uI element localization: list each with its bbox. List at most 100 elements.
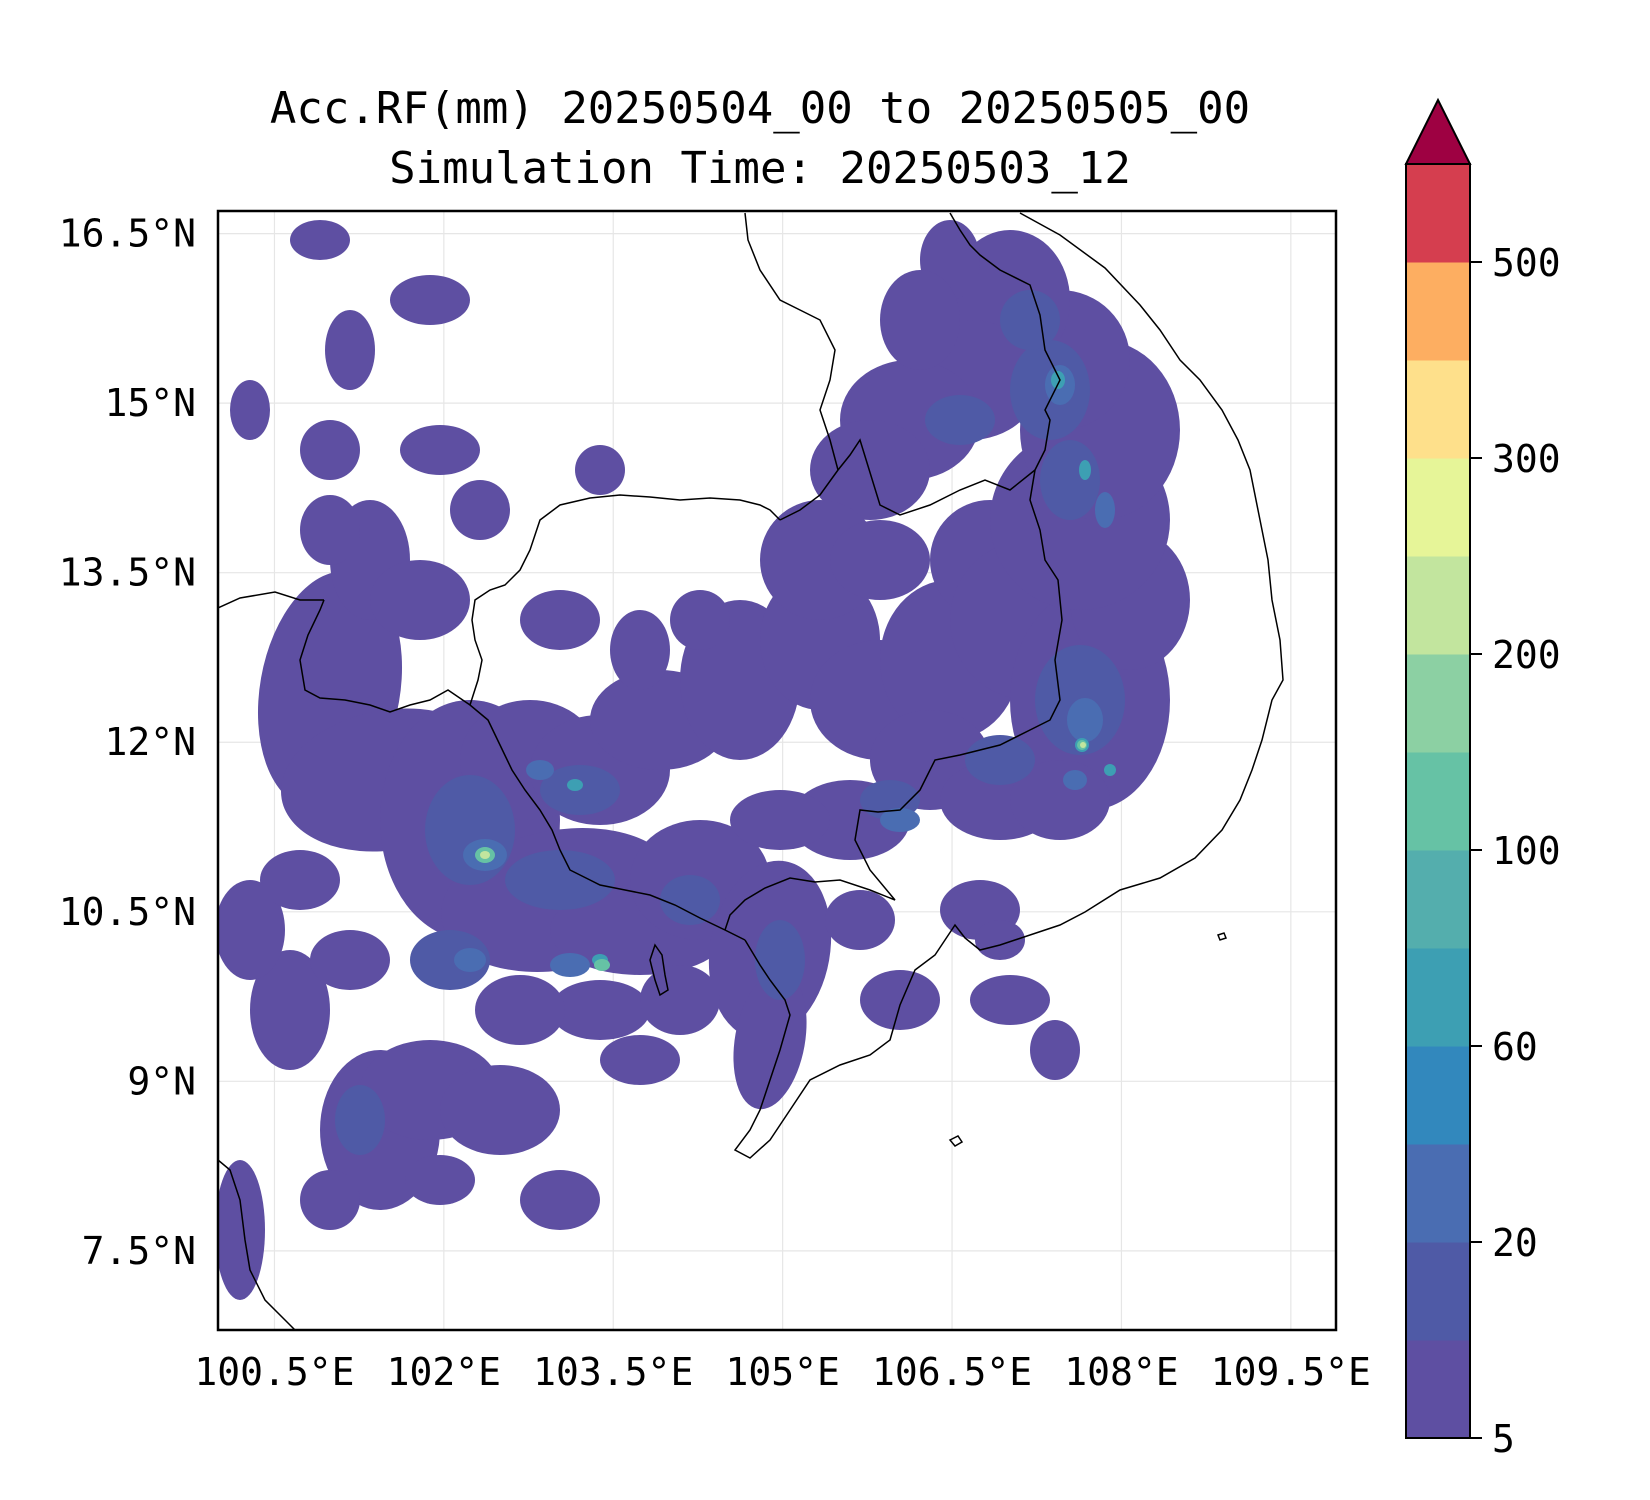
rainfall-field [218, 220, 1190, 1300]
rain-patch [550, 953, 590, 977]
map-title: Acc.RF(mm) 20250504_00 to 20250505_00 [269, 83, 1251, 134]
coastline-malay-peninsula [218, 1159, 296, 1330]
lon-tick-label: 106.5°E [872, 1350, 1032, 1394]
rain-patch [970, 975, 1050, 1025]
island-ly-son [1217, 932, 1227, 941]
rain-patch [526, 760, 554, 780]
colorbar-tick-label: 20 [1492, 1221, 1538, 1265]
border-cambodia-thailand [469, 494, 781, 706]
rain-patch [600, 1035, 680, 1085]
rain-patch [520, 590, 600, 650]
colorbar-segment [1406, 654, 1470, 753]
rain-patch [880, 270, 960, 370]
lat-tick-label: 7.5°N [82, 1229, 196, 1273]
rain-patch [260, 850, 340, 910]
colorbar-tick-label: 60 [1492, 1025, 1538, 1069]
rain-patch [300, 420, 360, 480]
colorbar-segment [1406, 1242, 1470, 1341]
rain-patch [1067, 698, 1103, 742]
rain-patch [733, 970, 807, 1110]
border-thailand-myanmar [218, 591, 324, 609]
rain-patch [825, 890, 895, 950]
rain-patch [425, 775, 515, 885]
island-con-dao [948, 1135, 964, 1147]
lat-tick-label: 15°N [104, 381, 196, 425]
rain-patch [450, 480, 510, 540]
rain-patch [575, 445, 625, 495]
rain-patch [640, 965, 720, 1035]
colorbar-segment [1406, 1046, 1470, 1145]
rain-patch [390, 275, 470, 325]
rain-patch [300, 1170, 360, 1230]
lon-tick-label: 108°E [1064, 1350, 1178, 1394]
colorbar-tick-label: 200 [1492, 633, 1561, 677]
lon-tick-label: 103.5°E [533, 1350, 693, 1394]
colorbar-segment [1406, 360, 1470, 459]
rain-patch [1080, 742, 1086, 748]
rain-patch [1104, 764, 1116, 776]
rain-patch [410, 930, 490, 990]
rain-patch [475, 975, 565, 1045]
rain-patch [610, 610, 670, 690]
lat-tick-label: 10.5°N [59, 890, 196, 934]
colorbar-segment [1406, 556, 1470, 655]
rain-patch [730, 790, 830, 850]
colorbar-tick-label: 100 [1492, 829, 1561, 873]
map-subtitle: Simulation Time: 20250503_12 [389, 143, 1131, 194]
rain-patch [567, 779, 583, 791]
colorbar-segment [1406, 164, 1470, 263]
colorbar-tick-label: 500 [1492, 241, 1561, 285]
rain-patch [1051, 371, 1065, 389]
rain-patch [480, 851, 490, 859]
longitude-tick-labels: 100.5°E 102°E 103.5°E 105°E 106.5°E 108°E 109.… [194, 1350, 1371, 1394]
lon-tick-label: 105°E [725, 1350, 839, 1394]
rain-patch [335, 1085, 385, 1155]
rain-patch [1040, 440, 1100, 520]
border-laos-thailand [744, 212, 839, 471]
rain-patch [965, 735, 1035, 785]
rain-patch [250, 950, 330, 1070]
coastline-vietnam [733, 212, 1284, 1159]
border-cambodia-vietnam [724, 469, 1063, 931]
rain-patch [405, 1155, 475, 1205]
rain-patch [550, 980, 650, 1040]
colorbar-tick-label: 5 [1492, 1417, 1515, 1461]
rain-patch [218, 880, 285, 980]
lat-tick-label: 9°N [127, 1059, 196, 1103]
rain-patch [755, 920, 805, 1000]
colorbar-segment [1406, 458, 1470, 557]
rain-patch [230, 380, 270, 440]
rain-patch [300, 495, 360, 565]
colorbar-extend-arrow [1404, 97, 1472, 165]
coastline-gulf-of-thailand [299, 599, 746, 941]
colorbar-segment [1406, 262, 1470, 361]
lat-tick-label: 13.5°N [59, 551, 196, 595]
rain-patch [218, 1160, 265, 1300]
rain-patch [1000, 290, 1060, 350]
rain-patch [830, 520, 930, 600]
island-phu-quoc [649, 943, 669, 997]
rain-patch [660, 875, 720, 925]
lat-tick-label: 16.5°N [59, 212, 196, 256]
rain-patch [290, 220, 350, 260]
rain-patch [325, 310, 375, 390]
colorbar-segment [1406, 850, 1470, 949]
map-frame [216, 209, 1338, 1332]
rain-patch [454, 948, 486, 972]
lon-tick-label: 109.5°E [1211, 1350, 1371, 1394]
colorbar-segment [1406, 1340, 1470, 1439]
colorbar-segment [1406, 1144, 1470, 1243]
rain-patch [400, 425, 480, 475]
rain-patch [1030, 1020, 1080, 1080]
rain-patch [520, 1170, 600, 1230]
colorbar-segment [1406, 752, 1470, 851]
country-borders-and-coastlines [218, 212, 1284, 1330]
rain-patch [594, 959, 610, 971]
rain-patch [880, 808, 920, 832]
rain-patch [505, 850, 615, 910]
lat-tick-label: 12°N [104, 720, 196, 764]
latitude-tick-labels: 16.5°N 15°N 13.5°N 12°N 10.5°N 9°N 7.5°N [59, 212, 196, 1273]
rain-patch [310, 930, 390, 990]
rain-patch [370, 560, 470, 640]
